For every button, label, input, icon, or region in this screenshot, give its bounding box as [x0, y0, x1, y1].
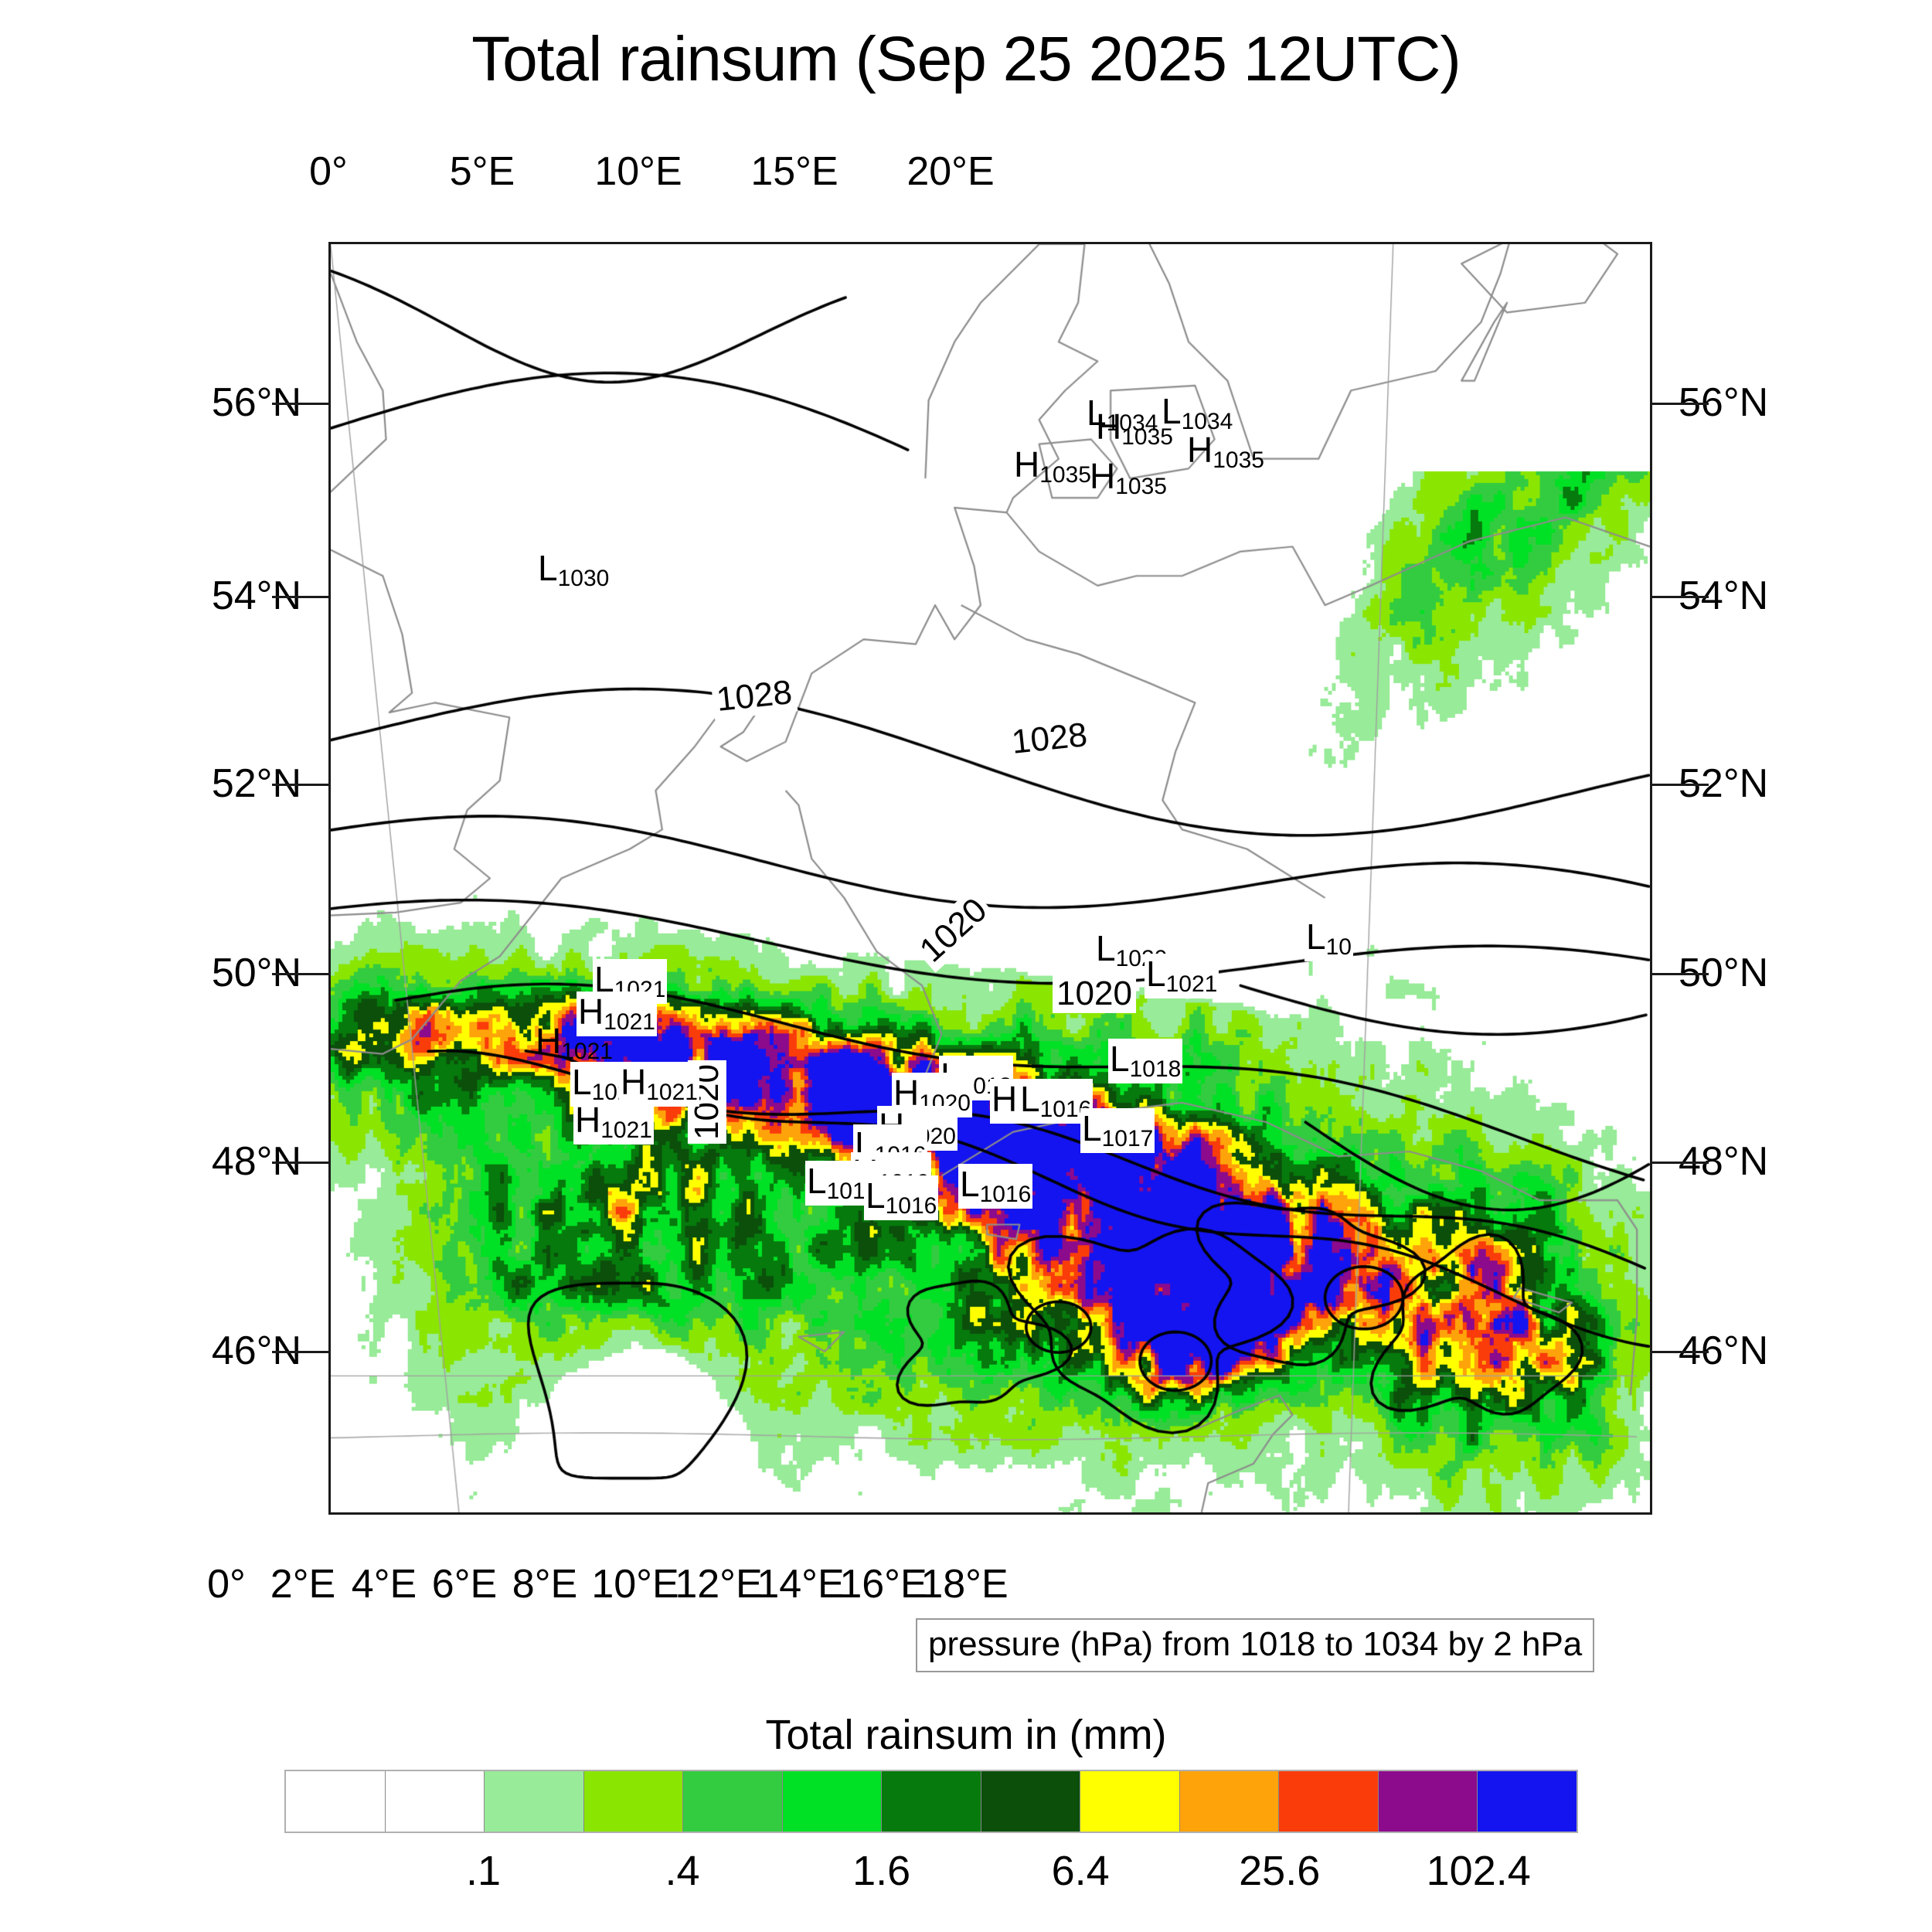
pressure-marker-l-0: L1034 [1087, 393, 1158, 437]
contour-label-3: 1020 [1053, 974, 1136, 1014]
precipitation-raster [331, 244, 1650, 1512]
pressure-marker-l-6: L1030 [538, 548, 610, 592]
colorbar-tick-3: 6.4 [1051, 1848, 1110, 1894]
tick-bot-6: 12°E [675, 1562, 763, 1607]
tick-bot-5: 10°E [591, 1562, 679, 1607]
pressure-marker-l-9: L10 [1304, 917, 1353, 962]
pressure-marker-h-2: H1035 [1096, 406, 1173, 451]
pressure-marker-l-19: L1016 [1019, 1079, 1094, 1124]
colorbar-segment-11 [1378, 1771, 1478, 1832]
page-title: Total rainsum (Sep 25 2025 12UTC) [471, 24, 1461, 94]
tick-bot-9: 18°E [920, 1562, 1009, 1607]
pressure-marker-h-15: H1021 [619, 1062, 699, 1107]
pressure-marker-l-1: L1034 [1162, 391, 1233, 435]
colorbar-segment-6 [882, 1771, 981, 1832]
tick-top-2: 10°E [594, 149, 682, 194]
pressure-marker-l-13: L1018 [1108, 1039, 1183, 1084]
colorbar-segment-8 [1080, 1771, 1180, 1832]
tick-bot-4: 8°E [512, 1562, 578, 1607]
colorbar-tick-4: 25.6 [1239, 1848, 1321, 1894]
tickmark-right-46 [1652, 1351, 1709, 1353]
pressure-legend: pressure (hPa) from 1018 to 1034 by 2 hP… [916, 1618, 1595, 1672]
pressure-marker-l-26: L1016 [958, 1164, 1033, 1209]
tickmark-left-56 [272, 403, 328, 405]
pressure-marker-l-27: L1016 [864, 1175, 939, 1221]
tickmark-right-50 [1652, 973, 1709, 975]
colorbar-tick-2: 1.6 [852, 1848, 911, 1894]
colorbar-segment-12 [1478, 1771, 1577, 1832]
colorbar-segment-0 [286, 1771, 386, 1832]
colorbar-segment-10 [1279, 1771, 1379, 1832]
tickmark-left-54 [272, 596, 328, 598]
pressure-marker-h-5: H1035 [1090, 456, 1167, 500]
tickmark-left-50 [272, 973, 328, 975]
tickmark-right-52 [1652, 784, 1709, 786]
tick-bot-2: 4°E [351, 1562, 417, 1607]
pressure-marker-h-20: H1021 [573, 1100, 654, 1145]
tickmark-right-54 [1652, 596, 1709, 598]
colorbar-segment-2 [485, 1771, 584, 1832]
colorbar-segment-3 [583, 1771, 684, 1832]
tick-bot-3: 6°E [431, 1562, 498, 1607]
pressure-marker-l-21: L1017 [1080, 1108, 1155, 1154]
colorbar-segment-9 [1179, 1771, 1280, 1832]
tickmark-left-52 [272, 784, 328, 786]
pressure-marker-h-4: H1035 [1014, 444, 1091, 488]
tickmark-left-48 [272, 1162, 328, 1164]
tick-top-1: 5°E [449, 149, 515, 194]
tick-bot-8: 16°E [839, 1562, 927, 1607]
tickmark-right-56 [1652, 403, 1709, 405]
colorbar-tick-1: .4 [665, 1848, 700, 1894]
pressure-marker-h-12: H1021 [536, 1021, 613, 1065]
colorbar-tick-5: 102.4 [1426, 1848, 1531, 1894]
tick-top-3: 15°E [750, 149, 838, 194]
tickmark-right-48 [1652, 1162, 1709, 1164]
colorbar-segment-1 [385, 1771, 485, 1832]
colorbar-segment-5 [782, 1771, 883, 1832]
pressure-marker-l-8: L1021 [1145, 954, 1219, 999]
weather-map[interactable]: 1028 1028 1020 1020 1020 L1034 L1034 H1035 H103… [328, 242, 1652, 1515]
colorbar[interactable] [284, 1770, 1578, 1833]
colorbar-segment-4 [683, 1771, 783, 1832]
tickmark-left-46 [272, 1351, 328, 1353]
colorbar-segment-7 [981, 1771, 1081, 1832]
colorbar-title: Total rainsum in (mm) [765, 1712, 1167, 1758]
tick-bot-1: 2°E [270, 1562, 336, 1607]
pressure-marker-h-11: H1021 [577, 992, 657, 1037]
tick-bot-0: 0° [207, 1562, 246, 1607]
tick-top-0: 0° [309, 149, 348, 194]
tick-top-4: 20°E [906, 149, 995, 194]
colorbar-tick-0: .1 [466, 1848, 502, 1894]
tick-bot-7: 14°E [757, 1562, 845, 1607]
pressure-marker-h-3: H1035 [1187, 430, 1264, 474]
